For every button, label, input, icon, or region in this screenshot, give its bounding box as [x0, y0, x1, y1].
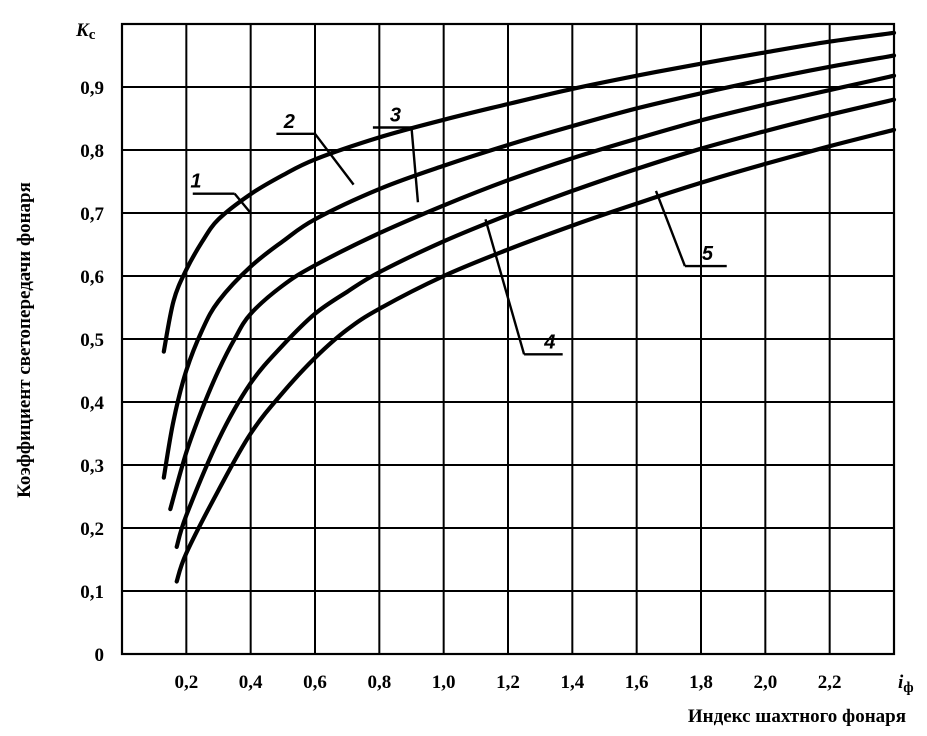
x-axis-symbol: iф	[898, 672, 914, 696]
series-label-4: 4	[484, 218, 563, 356]
series-label-text: 3	[390, 105, 401, 127]
series-line-3	[168, 73, 897, 512]
y-axis-symbol-main: K	[75, 20, 90, 41]
series-label-1: 1	[190, 171, 252, 214]
series-label-text: 2	[283, 111, 295, 133]
y-tick-label: 0,9	[80, 78, 104, 99]
y-tick-label: 0,6	[80, 267, 104, 288]
y-tick-label: 0,3	[80, 456, 104, 477]
y-axis-symbol: Kc	[75, 20, 96, 43]
x-axis-symbol-main: i	[898, 672, 904, 693]
x-tick-label: 1,8	[689, 672, 713, 693]
x-tick-label: 1,6	[625, 672, 649, 693]
series-line-5	[174, 127, 897, 584]
x-tick-label: 0,8	[367, 672, 391, 693]
x-tick-label: 0,6	[303, 672, 327, 693]
series-label-2: 2	[276, 111, 355, 186]
series-label-text: 5	[702, 243, 714, 265]
leader-line	[654, 190, 687, 267]
grid	[120, 22, 896, 656]
x-axis-label: Индекс шахтного фонаря	[688, 706, 906, 727]
x-tick-label: 1,2	[496, 672, 520, 693]
x-tick-label: 1,0	[432, 672, 456, 693]
y-tick-label: 0,4	[80, 393, 104, 414]
series-label-text: 1	[190, 171, 201, 193]
series-label-3: 3	[372, 105, 420, 203]
y-tick-label: 0,2	[80, 519, 104, 540]
leader-line	[233, 192, 252, 214]
x-tick-labels: 0,2 0,4 0,6 0,8 1,0 1,2 1,4 1,6 1,8 2,0 2,2	[174, 672, 841, 693]
x-axis-symbol-sub: ф	[903, 680, 913, 696]
leader-line	[484, 218, 526, 355]
x-tick-label: 1,4	[560, 672, 584, 693]
series-label-5: 5	[654, 190, 727, 268]
series-line-1	[161, 30, 897, 354]
x-tick-label: 2,2	[818, 672, 842, 693]
series-lines	[161, 30, 897, 584]
x-tick-label: 0,2	[174, 672, 198, 693]
x-tick-label: 2,0	[753, 672, 777, 693]
series-line-4	[174, 97, 897, 549]
y-tick-label: 0	[95, 645, 105, 666]
y-tick-labels: 0 0,1 0,2 0,3 0,4 0,5 0,6 0,7 0,8 0,9	[80, 78, 104, 666]
series-line-2	[161, 53, 897, 480]
x-tick-label: 0,4	[239, 672, 263, 693]
y-tick-label: 0,7	[80, 204, 104, 225]
y-axis-label: Коэффициент светопередачи фонаря	[14, 182, 35, 498]
series-label-text: 4	[543, 331, 555, 353]
y-tick-label: 0,8	[80, 141, 104, 162]
leader-line	[410, 127, 420, 203]
series-labels: 1 2 3 4 5	[190, 105, 727, 356]
leader-line	[314, 133, 355, 186]
y-tick-label: 0,5	[80, 330, 104, 351]
y-axis-symbol-sub: c	[89, 27, 96, 43]
y-tick-label: 0,1	[80, 582, 104, 603]
